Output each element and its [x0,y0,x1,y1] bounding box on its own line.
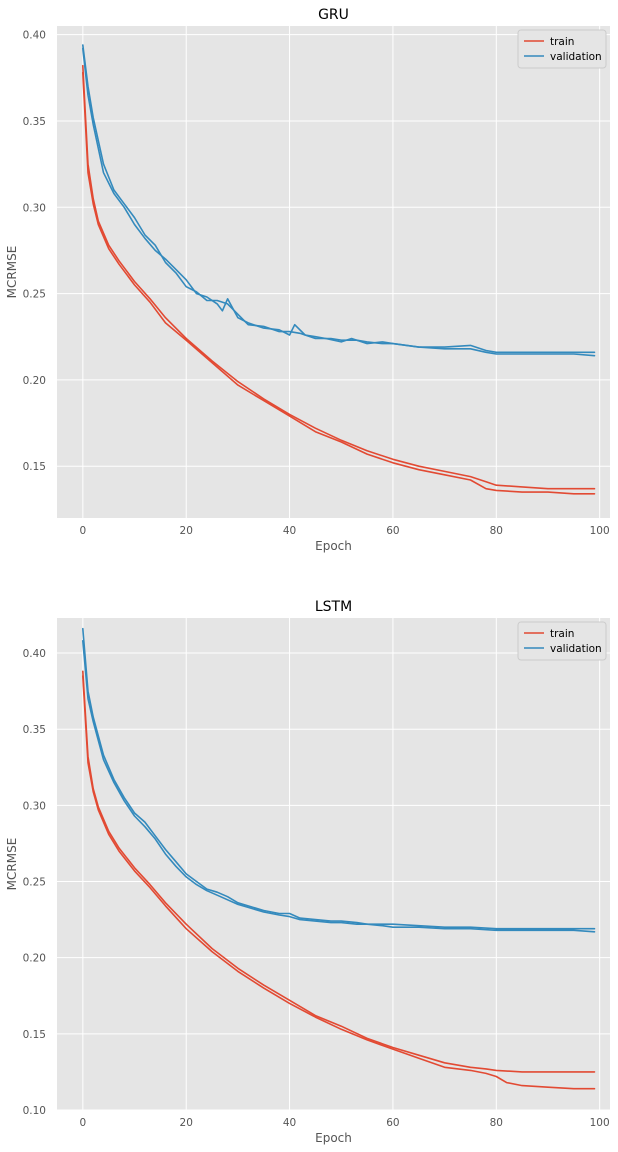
x-tick-label: 60 [386,525,399,537]
x-axis-label: Epoch [315,1131,352,1145]
y-tick-label: 0.35 [23,724,46,736]
x-tick-label: 40 [283,525,296,537]
y-tick-label: 0.25 [23,877,46,889]
x-tick-label: 80 [490,525,503,537]
y-tick-label: 0.35 [23,116,46,128]
legend-label: validation [550,51,602,63]
y-tick-label: 0.15 [23,1029,46,1041]
x-tick-label: 100 [590,1117,610,1129]
plot-area [57,26,610,518]
series-line-train [82,670,596,1073]
x-tick-label: 100 [590,525,610,537]
y-axis-label: MCRMSE [5,246,19,299]
chart-lstm: 0 20 40 60 80 100 0.10 0.15 0.20 0.25 0.30 0.35 0.40… [5,599,610,1145]
y-tick-label: 0.25 [23,289,46,301]
legend-box [517,621,607,661]
x-tick-label: 0 [79,1117,86,1129]
series-line-train [82,71,596,495]
legend: train validation [517,621,607,661]
series-line-train [82,675,596,1090]
y-tick-label: 0.30 [23,800,46,812]
y-tick-label: 0.40 [23,648,46,660]
series-line-train [82,64,596,490]
x-tick-label: 80 [490,1117,503,1129]
x-tick-label: 20 [180,1117,193,1129]
legend-label: train [550,36,574,48]
x-tick-label: 40 [283,1117,296,1129]
x-tick-label: 60 [386,1117,399,1129]
series-line-validation [82,47,596,357]
x-axis-label: Epoch [315,539,352,553]
legend-label: train [550,628,574,640]
x-tick-label: 20 [180,525,193,537]
y-tick-label: 0.20 [23,375,46,387]
y-axis-label: MCRMSE [5,838,19,891]
x-tick-label: 0 [79,525,86,537]
y-tick-label: 0.15 [23,461,46,473]
y-tick-label: 0.10 [23,1105,46,1117]
chart-title: GRU [318,7,349,23]
series-line-validation [82,640,596,933]
series-line-validation [82,627,596,930]
plot-area [57,618,610,1110]
chart-title: LSTM [315,599,352,615]
legend-box [517,29,607,69]
chart-gru: 0 20 40 60 80 100 0.15 0.20 0.25 0.30 0.35 0.40 GRU E… [5,7,610,553]
legend-label: validation [550,643,602,655]
legend: train validation [517,29,607,69]
y-tick-label: 0.20 [23,953,46,965]
y-tick-label: 0.30 [23,202,46,214]
y-tick-label: 0.40 [23,30,46,42]
